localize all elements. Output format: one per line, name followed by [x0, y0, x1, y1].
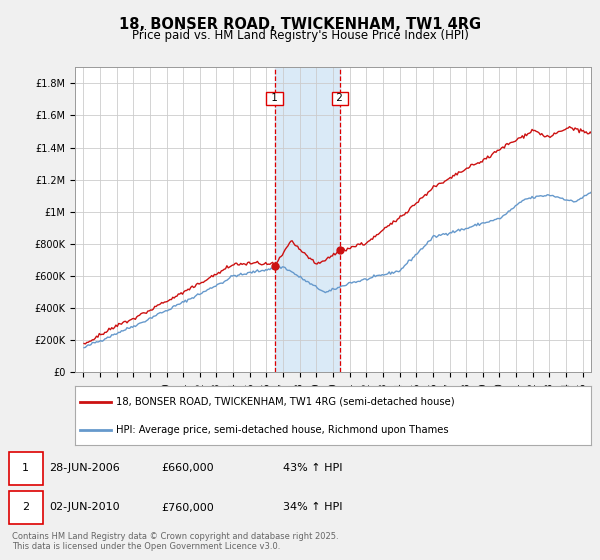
Text: 28-JUN-2006: 28-JUN-2006 — [49, 463, 120, 473]
Text: 02-JUN-2010: 02-JUN-2010 — [49, 502, 120, 512]
Text: £760,000: £760,000 — [162, 502, 215, 512]
Text: 18, BONSER ROAD, TWICKENHAM, TW1 4RG (semi-detached house): 18, BONSER ROAD, TWICKENHAM, TW1 4RG (se… — [116, 396, 455, 407]
FancyBboxPatch shape — [9, 491, 43, 524]
Text: Contains HM Land Registry data © Crown copyright and database right 2025.
This d: Contains HM Land Registry data © Crown c… — [12, 532, 338, 552]
Text: Price paid vs. HM Land Registry's House Price Index (HPI): Price paid vs. HM Land Registry's House … — [131, 29, 469, 42]
Text: 34% ↑ HPI: 34% ↑ HPI — [283, 502, 342, 512]
Bar — [275, 67, 340, 372]
Text: HPI: Average price, semi-detached house, Richmond upon Thames: HPI: Average price, semi-detached house,… — [116, 425, 449, 435]
Text: 2: 2 — [22, 502, 29, 512]
Text: 1: 1 — [22, 463, 29, 473]
FancyBboxPatch shape — [9, 451, 43, 485]
Text: £660,000: £660,000 — [162, 463, 214, 473]
Text: 2: 2 — [334, 93, 347, 103]
Text: 43% ↑ HPI: 43% ↑ HPI — [283, 463, 342, 473]
Text: 18, BONSER ROAD, TWICKENHAM, TW1 4RG: 18, BONSER ROAD, TWICKENHAM, TW1 4RG — [119, 17, 481, 32]
Text: 1: 1 — [268, 93, 281, 103]
